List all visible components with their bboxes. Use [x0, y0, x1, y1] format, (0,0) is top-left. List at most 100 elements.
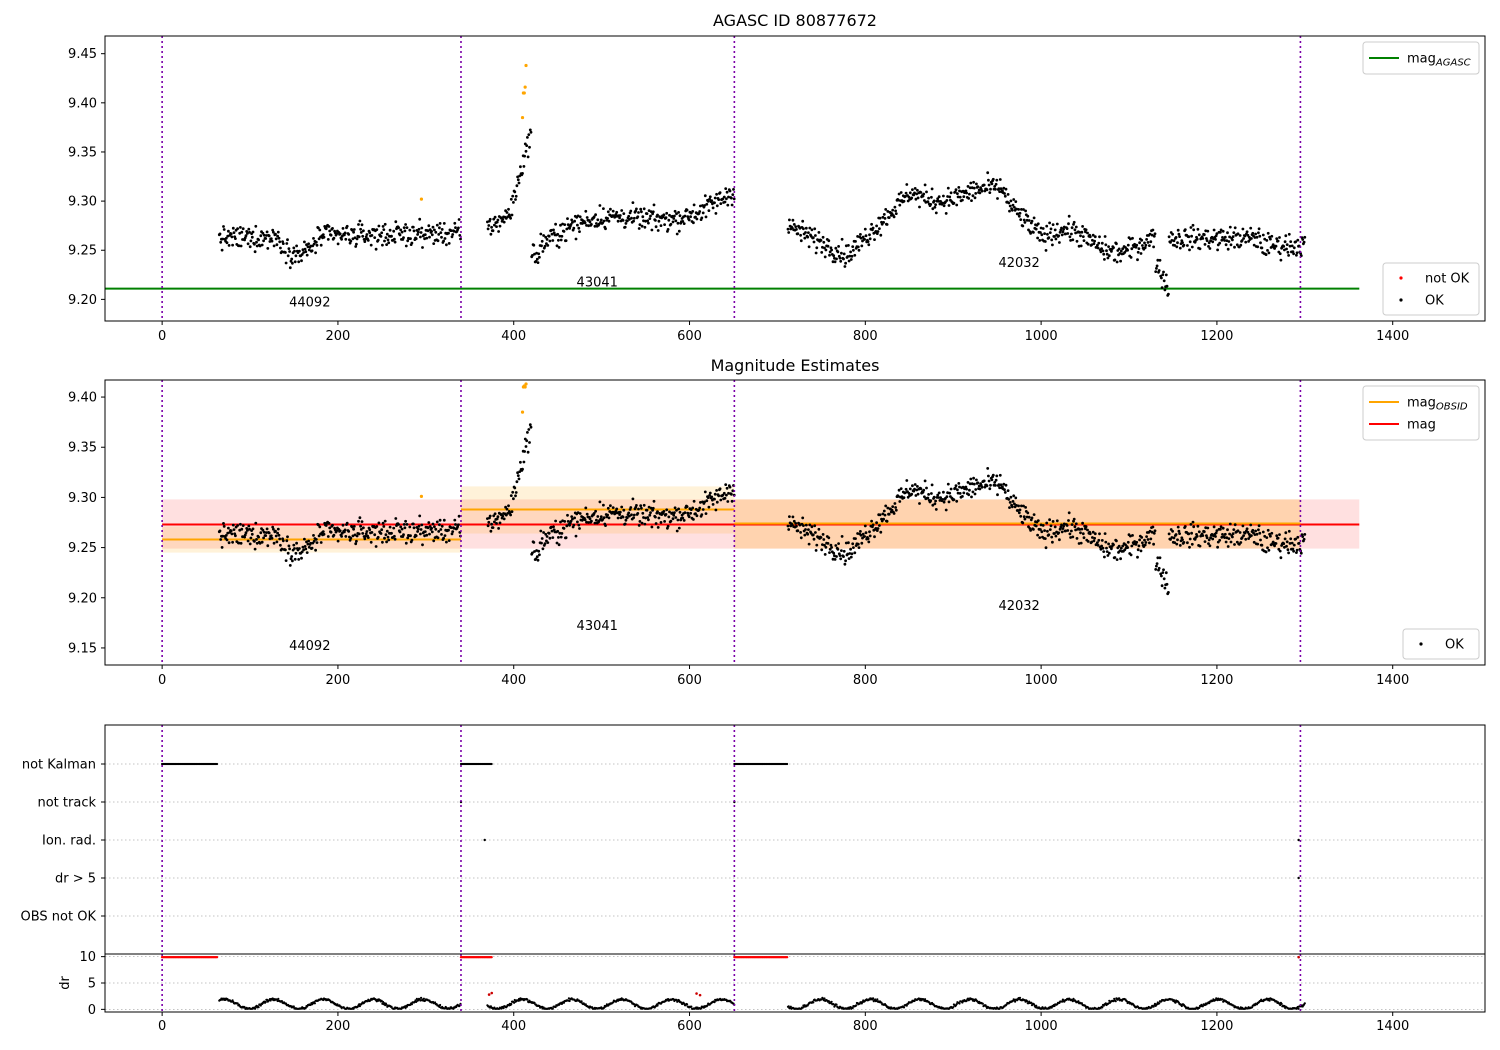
data-point: [664, 513, 668, 516]
data-point: [983, 485, 987, 489]
data-point: [1226, 247, 1230, 251]
data-point: [1084, 525, 1088, 529]
data-point: [425, 236, 429, 240]
data-point: [1191, 520, 1195, 524]
data-point: [420, 226, 424, 230]
data-point: [1115, 539, 1118, 543]
data-point: [1039, 523, 1043, 527]
data-point: [1187, 532, 1191, 536]
data-point: [897, 192, 901, 196]
dr-point: [1077, 1000, 1080, 1003]
data-point: [324, 524, 328, 527]
data-point: [796, 529, 800, 533]
data-point: [1138, 241, 1141, 245]
outlier-point: [522, 91, 526, 95]
data-point: [436, 536, 440, 540]
data-point: [1135, 540, 1139, 544]
data-point: [274, 232, 277, 236]
data-point: [1103, 235, 1107, 238]
data-point: [1145, 535, 1148, 538]
data-point: [986, 467, 990, 470]
data-point: [1024, 506, 1027, 509]
data-point: [839, 557, 843, 561]
data-point: [640, 521, 644, 525]
data-point: [1170, 536, 1174, 539]
data-point: [1296, 535, 1300, 539]
data-point: [516, 471, 519, 475]
data-point: [866, 537, 870, 541]
data-point: [426, 229, 430, 233]
data-point: [1126, 540, 1130, 544]
data-point: [1296, 238, 1300, 242]
data-point: [1082, 536, 1086, 540]
dr-point: [981, 1002, 984, 1005]
dr-point: [236, 1002, 239, 1005]
data-point: [953, 190, 957, 194]
data-point: [583, 221, 587, 225]
data-point: [988, 191, 992, 195]
data-point: [672, 217, 676, 220]
data-point: [627, 214, 631, 218]
data-point: [331, 523, 334, 527]
data-point: [1010, 505, 1014, 509]
data-point: [857, 248, 861, 252]
data-point: [227, 229, 230, 233]
data-point: [486, 220, 489, 224]
data-point: [1242, 534, 1245, 537]
data-point: [1040, 233, 1044, 237]
data-point: [1258, 234, 1262, 238]
data-point: [1260, 543, 1264, 547]
data-point: [1174, 533, 1178, 536]
data-point: [496, 218, 500, 222]
data-point: [667, 515, 671, 519]
data-point: [606, 210, 610, 214]
data-point: [1291, 250, 1295, 254]
data-point: [1075, 239, 1079, 243]
data-point: [360, 520, 364, 523]
data-point: [1070, 529, 1073, 533]
data-point: [656, 510, 659, 513]
data-point: [1074, 225, 1078, 229]
data-point: [276, 230, 280, 234]
data-point: [1269, 534, 1272, 538]
data-point: [1096, 243, 1099, 247]
data-point: [1303, 533, 1307, 536]
data-point: [638, 223, 642, 227]
data-point: [218, 529, 222, 533]
dr-point: [1214, 999, 1217, 1002]
data-point: [514, 194, 518, 198]
data-point: [1167, 292, 1170, 296]
data-point: [547, 531, 551, 535]
data-point: [412, 229, 416, 233]
data-point: [948, 195, 952, 199]
data-point: [933, 502, 937, 506]
data-point: [1021, 224, 1025, 228]
data-point: [1079, 234, 1082, 238]
data-point: [673, 506, 677, 510]
data-point: [1043, 529, 1046, 532]
data-point: [826, 244, 830, 248]
data-point: [843, 562, 847, 566]
data-point: [1074, 528, 1077, 532]
data-point: [418, 217, 422, 221]
data-point: [914, 494, 918, 497]
data-point: [839, 259, 843, 263]
data-point: [383, 536, 386, 540]
data-point: [1067, 519, 1070, 522]
data-point: [1129, 256, 1133, 259]
data-point: [1219, 230, 1222, 234]
data-point: [221, 237, 225, 241]
data-point: [836, 250, 840, 254]
data-point: [402, 533, 405, 537]
data-point: [849, 555, 853, 559]
data-point: [666, 228, 670, 231]
data-point: [288, 547, 291, 551]
data-point: [708, 197, 711, 201]
data-point: [1209, 239, 1212, 243]
data-point: [998, 178, 1002, 181]
data-point: [939, 496, 942, 500]
data-point: [285, 539, 289, 543]
data-point: [833, 558, 837, 561]
data-point: [1126, 546, 1129, 549]
data-point: [1029, 232, 1032, 235]
